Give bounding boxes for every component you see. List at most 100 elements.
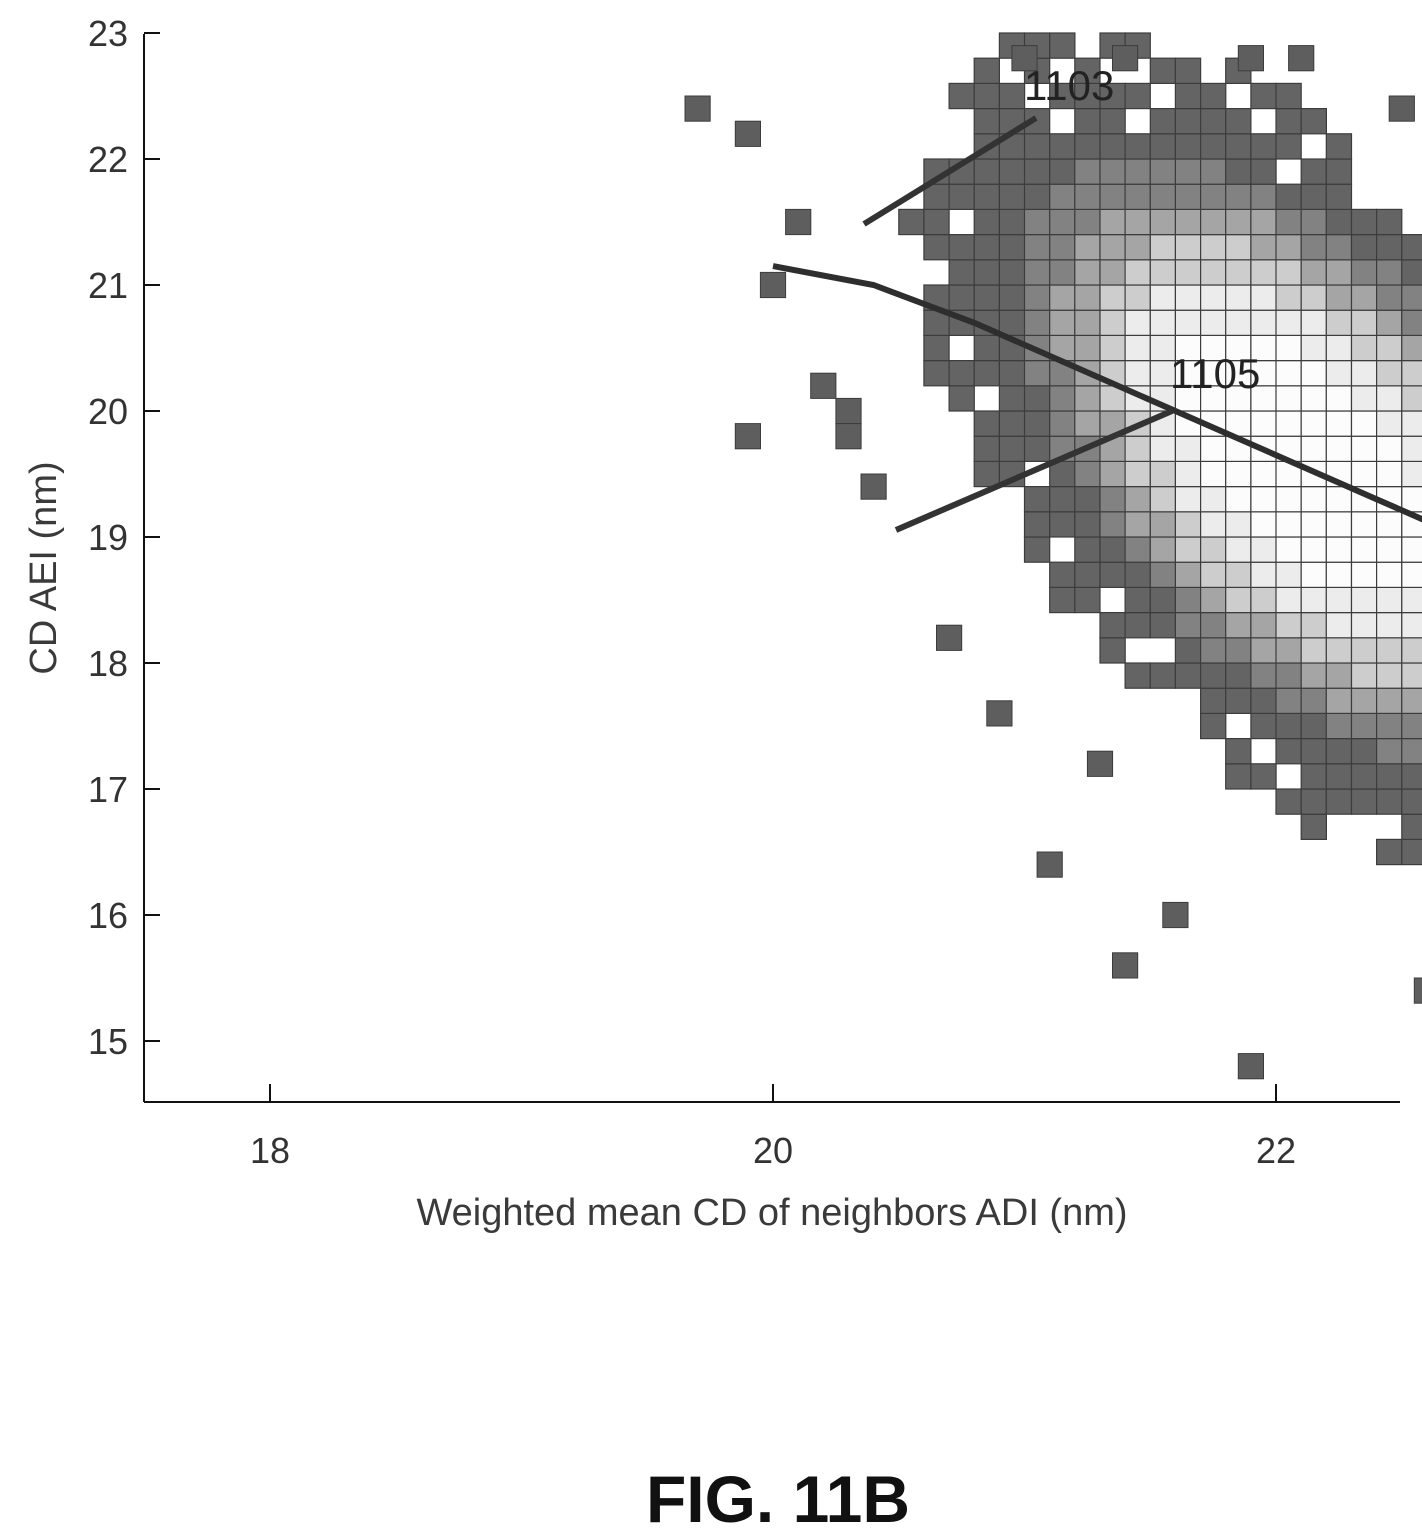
outlier-bin	[986, 700, 1013, 727]
heatmap-bin	[973, 107, 1001, 135]
x-tick-label: 22	[1256, 1130, 1296, 1171]
figure-caption: FIG. 11B	[646, 1462, 910, 1536]
heatmap-bin	[1250, 536, 1277, 563]
heatmap-bin	[973, 284, 1001, 311]
heatmap-bin	[1300, 763, 1327, 790]
heatmap-bin	[1225, 763, 1252, 790]
heatmap-bin	[1275, 687, 1302, 715]
heatmap-bin	[1250, 763, 1277, 790]
heatmap-bin	[1099, 309, 1126, 337]
heatmap-bin	[1250, 561, 1277, 589]
heatmap-bin	[1325, 133, 1353, 160]
heatmap-bin	[1275, 511, 1302, 538]
heatmap-bin	[1049, 309, 1076, 337]
heatmap-bin	[1350, 737, 1378, 765]
heatmap-bin	[1074, 284, 1101, 311]
heatmap-bin	[973, 435, 1001, 463]
heatmap-bin	[1199, 486, 1227, 513]
heatmap-bin	[1375, 208, 1403, 236]
heatmap-bin	[1149, 284, 1177, 311]
outlier-bin	[734, 120, 761, 147]
heatmap-bin	[1375, 234, 1403, 261]
heatmap-bin	[1250, 334, 1277, 362]
heatmap-bin	[1074, 208, 1101, 236]
heatmap-bin	[1250, 259, 1277, 286]
outlier-bin	[1011, 45, 1038, 72]
heatmap-bin	[923, 360, 950, 387]
heatmap-bin	[1375, 838, 1403, 866]
heatmap-bin	[1375, 763, 1403, 790]
callout-1105: 1105	[894, 350, 1260, 533]
heatmap-bin	[1325, 763, 1353, 790]
heatmap-bin	[1275, 259, 1302, 286]
heatmap-bin	[998, 208, 1026, 236]
heatmap-bin	[1149, 586, 1177, 614]
heatmap-bin	[1149, 133, 1177, 160]
heatmap-bin	[1099, 460, 1126, 488]
heatmap-bin	[1275, 385, 1302, 412]
heatmap-bin	[1124, 259, 1151, 286]
heatmap-bin	[1300, 788, 1327, 815]
heatmap-bin	[1099, 284, 1126, 311]
heatmap-bin	[1250, 486, 1277, 513]
heatmap-bin	[1074, 107, 1101, 135]
heatmap-bin	[1275, 662, 1302, 689]
heatmap-bin	[1375, 586, 1403, 614]
heatmap-bin	[1174, 385, 1202, 412]
heatmap-bin	[1174, 309, 1202, 337]
heatmap-bin	[1225, 284, 1252, 311]
heatmap-bin	[1099, 158, 1126, 185]
y-tick-label: 15	[88, 1021, 128, 1062]
heatmap-bin	[1199, 385, 1227, 412]
heatmap-bin	[1225, 662, 1252, 689]
fit-curve-group	[772, 263, 1422, 523]
heatmap-bin	[1174, 234, 1202, 261]
heatmap-bin	[1350, 763, 1378, 790]
heatmap-bin	[998, 284, 1026, 311]
heatmap-bin	[1023, 486, 1051, 513]
heatmap-bin	[1199, 309, 1227, 337]
heatmap-bin	[1225, 536, 1252, 563]
heatmap-bin	[1401, 611, 1422, 639]
heatmap-bin	[1325, 410, 1353, 437]
heatmap-bin	[1375, 385, 1403, 412]
heatmap-bin	[1401, 788, 1422, 815]
heatmap-bin	[1300, 259, 1327, 286]
heatmap-bin	[1401, 637, 1422, 664]
heatmap-bin	[948, 284, 975, 311]
heatmap-bin	[1225, 586, 1252, 614]
heatmap-bin	[1124, 360, 1151, 387]
heatmap-bin	[1225, 234, 1252, 261]
heatmap-bin	[1023, 208, 1051, 236]
heatmap-bin	[1074, 511, 1101, 538]
heatmap-bin	[1325, 561, 1353, 589]
heatmap-bin	[1300, 107, 1327, 135]
heatmap-bin	[1401, 561, 1422, 589]
heatmap-bin	[1099, 133, 1126, 160]
heatmap-bin	[1174, 611, 1202, 639]
heatmap-bin	[1023, 435, 1051, 463]
heatmap-bin	[973, 410, 1001, 437]
heatmap-bin	[1275, 561, 1302, 589]
heatmap-bin	[1300, 360, 1327, 387]
heatmap-bin	[1300, 486, 1327, 513]
heatmap-bin	[1174, 183, 1202, 210]
outlier-bin	[785, 208, 812, 236]
heatmap-bin	[948, 259, 975, 286]
heatmap-bin	[1149, 460, 1177, 488]
heatmap-bin	[1124, 133, 1151, 160]
heatmap-bin	[1199, 208, 1227, 236]
heatmap-bin	[1375, 662, 1403, 689]
heatmap-bin	[1375, 460, 1403, 488]
outlier-bin	[835, 397, 862, 425]
heatmap-bin	[1401, 813, 1422, 841]
heatmap-bin	[1375, 259, 1403, 286]
heatmap-bin	[1325, 637, 1353, 664]
heatmap-bin	[1325, 611, 1353, 639]
heatmap-bin	[1124, 536, 1151, 563]
heatmap-bin	[1325, 662, 1353, 689]
heatmap-bin	[1325, 788, 1353, 815]
outlier-bin	[1237, 1053, 1265, 1080]
heatmap-bin	[1375, 309, 1403, 337]
heatmap-bin	[1174, 107, 1202, 135]
